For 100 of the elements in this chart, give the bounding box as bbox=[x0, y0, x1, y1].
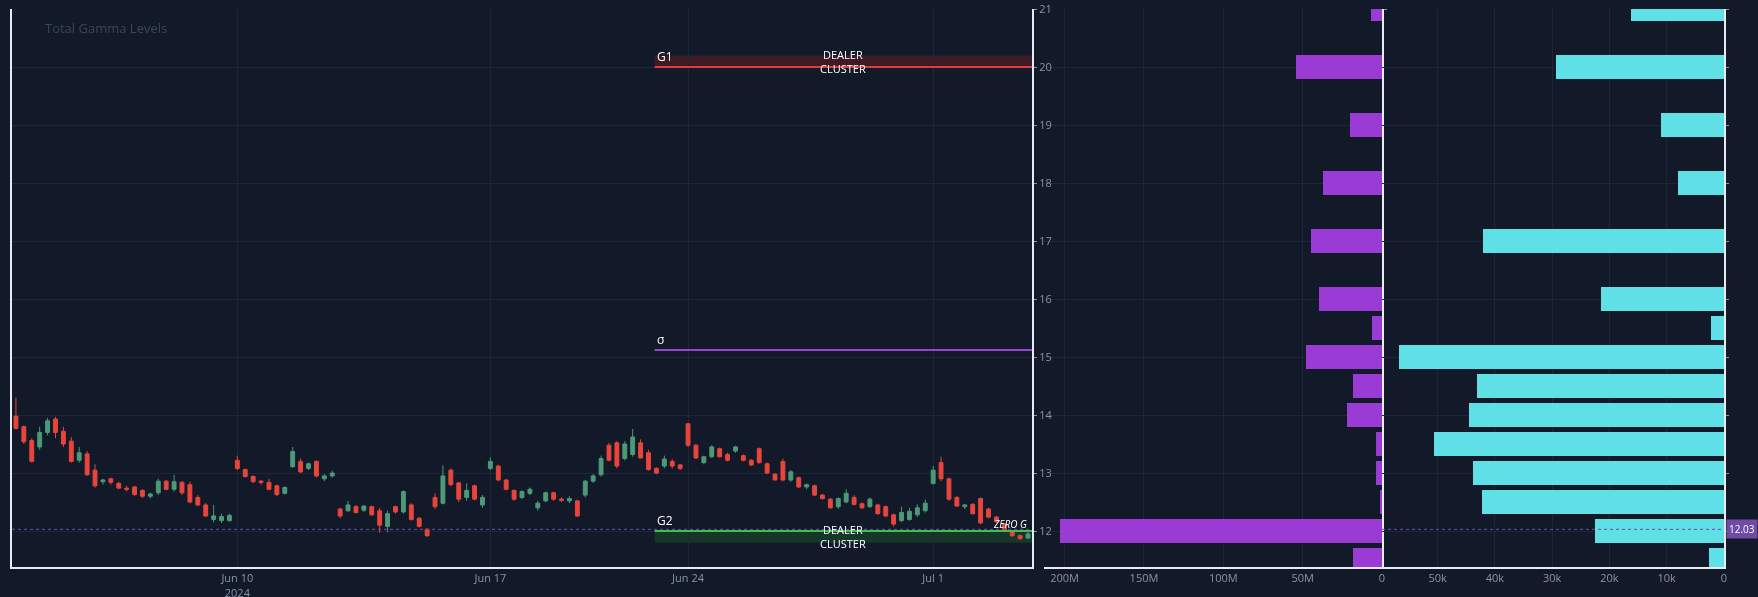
ref-line-label: G2 bbox=[657, 512, 673, 529]
x-tick-label: 50M bbox=[1291, 570, 1314, 586]
candlestick bbox=[13, 397, 19, 431]
bar bbox=[1379, 490, 1382, 514]
bar bbox=[1375, 432, 1382, 456]
bar bbox=[1399, 345, 1724, 369]
candlestick bbox=[29, 437, 35, 464]
candlestick bbox=[930, 465, 936, 486]
candlestick bbox=[377, 507, 383, 534]
candlestick bbox=[187, 481, 193, 504]
candlestick bbox=[124, 485, 130, 493]
candlestick bbox=[321, 473, 327, 482]
candlestick bbox=[827, 497, 833, 510]
bar bbox=[1059, 519, 1382, 543]
candlestick bbox=[1025, 531, 1031, 540]
candlestick bbox=[685, 422, 691, 448]
candlestick bbox=[100, 478, 106, 486]
bar bbox=[1601, 287, 1724, 311]
ref-line-label: 12.03 bbox=[1729, 522, 1755, 536]
x-tick-label: 150M bbox=[1129, 570, 1159, 586]
candlestick bbox=[68, 436, 74, 464]
candlestick bbox=[21, 424, 27, 445]
candlestick bbox=[448, 467, 454, 487]
candlestick bbox=[859, 502, 865, 510]
x-tick-label: 30k bbox=[1542, 570, 1562, 586]
y-tick-label: 13 bbox=[1039, 464, 1052, 480]
candlestick bbox=[788, 469, 794, 483]
y-tick-label: 21 bbox=[1039, 0, 1052, 16]
x-tick-label: 50k bbox=[1428, 570, 1447, 586]
candlestick bbox=[219, 513, 224, 524]
bar bbox=[1472, 461, 1724, 485]
candlestick bbox=[883, 505, 889, 518]
x-tick-label: 10k bbox=[1657, 570, 1677, 586]
candlestick bbox=[385, 510, 391, 533]
candlestick bbox=[393, 505, 398, 515]
bar bbox=[1482, 490, 1724, 514]
candlestick bbox=[242, 467, 248, 479]
candlestick bbox=[669, 458, 675, 469]
candlestick bbox=[914, 503, 920, 518]
x-tick-label: Jun 17 bbox=[473, 570, 507, 586]
y-tick-label: 20 bbox=[1039, 58, 1052, 74]
candlestick bbox=[203, 502, 209, 518]
candlestick bbox=[179, 480, 185, 496]
candlestick bbox=[606, 442, 612, 462]
candlestick bbox=[258, 479, 264, 486]
bar bbox=[1375, 461, 1382, 485]
candlestick bbox=[535, 500, 541, 512]
candlestick bbox=[796, 476, 802, 489]
candlestick bbox=[812, 484, 817, 497]
bar bbox=[1660, 113, 1724, 137]
y-tick-label: 18 bbox=[1039, 174, 1052, 190]
candlestick bbox=[582, 479, 588, 498]
x-tick-label: Jun 10 2024 bbox=[220, 570, 254, 597]
candlestick bbox=[84, 450, 90, 477]
y-tick-label: 19 bbox=[1039, 116, 1052, 132]
candlestick bbox=[76, 446, 82, 464]
ref-line-label: G1 bbox=[657, 48, 673, 65]
candlestick bbox=[630, 428, 636, 458]
candlestick bbox=[147, 492, 153, 500]
candlestick bbox=[274, 484, 280, 497]
candlestick bbox=[140, 488, 145, 499]
candlestick bbox=[472, 484, 477, 501]
candlestick bbox=[970, 502, 976, 516]
candlestick bbox=[740, 453, 746, 462]
candlestick bbox=[211, 504, 217, 523]
candlestick bbox=[756, 447, 762, 465]
candlestick bbox=[432, 492, 438, 510]
candlestick bbox=[266, 478, 272, 491]
candlestick bbox=[369, 505, 375, 517]
candlestick bbox=[116, 481, 122, 490]
candlestick bbox=[962, 503, 968, 510]
candlestick bbox=[748, 458, 754, 467]
candlestick bbox=[424, 527, 430, 538]
candlestick bbox=[503, 478, 509, 491]
candlestick bbox=[661, 455, 667, 469]
candlestick bbox=[693, 443, 699, 460]
candlestick bbox=[53, 416, 58, 439]
bar bbox=[1371, 316, 1382, 340]
candlestick bbox=[60, 426, 66, 448]
candlestick bbox=[899, 506, 904, 523]
candlestick bbox=[227, 513, 232, 523]
candlestick bbox=[701, 455, 707, 465]
bar bbox=[1678, 171, 1724, 195]
candlestick bbox=[298, 458, 304, 474]
candlestick bbox=[487, 456, 493, 471]
y-tick-label: 15 bbox=[1039, 348, 1052, 364]
candlestick bbox=[638, 438, 644, 460]
candlestick bbox=[400, 489, 406, 515]
bar bbox=[1353, 374, 1382, 398]
candlestick bbox=[567, 495, 572, 504]
x-tick-label: 0 bbox=[1378, 570, 1386, 586]
bar bbox=[1433, 432, 1724, 456]
candlestick bbox=[306, 462, 311, 471]
y-tick-label: 12 bbox=[1039, 522, 1052, 538]
bar bbox=[1556, 55, 1724, 79]
candlestick bbox=[772, 472, 778, 482]
candlestick bbox=[946, 477, 952, 502]
candlestick bbox=[574, 499, 580, 518]
candlestick bbox=[345, 500, 351, 513]
x-tick-label: Jul 1 bbox=[921, 570, 944, 586]
